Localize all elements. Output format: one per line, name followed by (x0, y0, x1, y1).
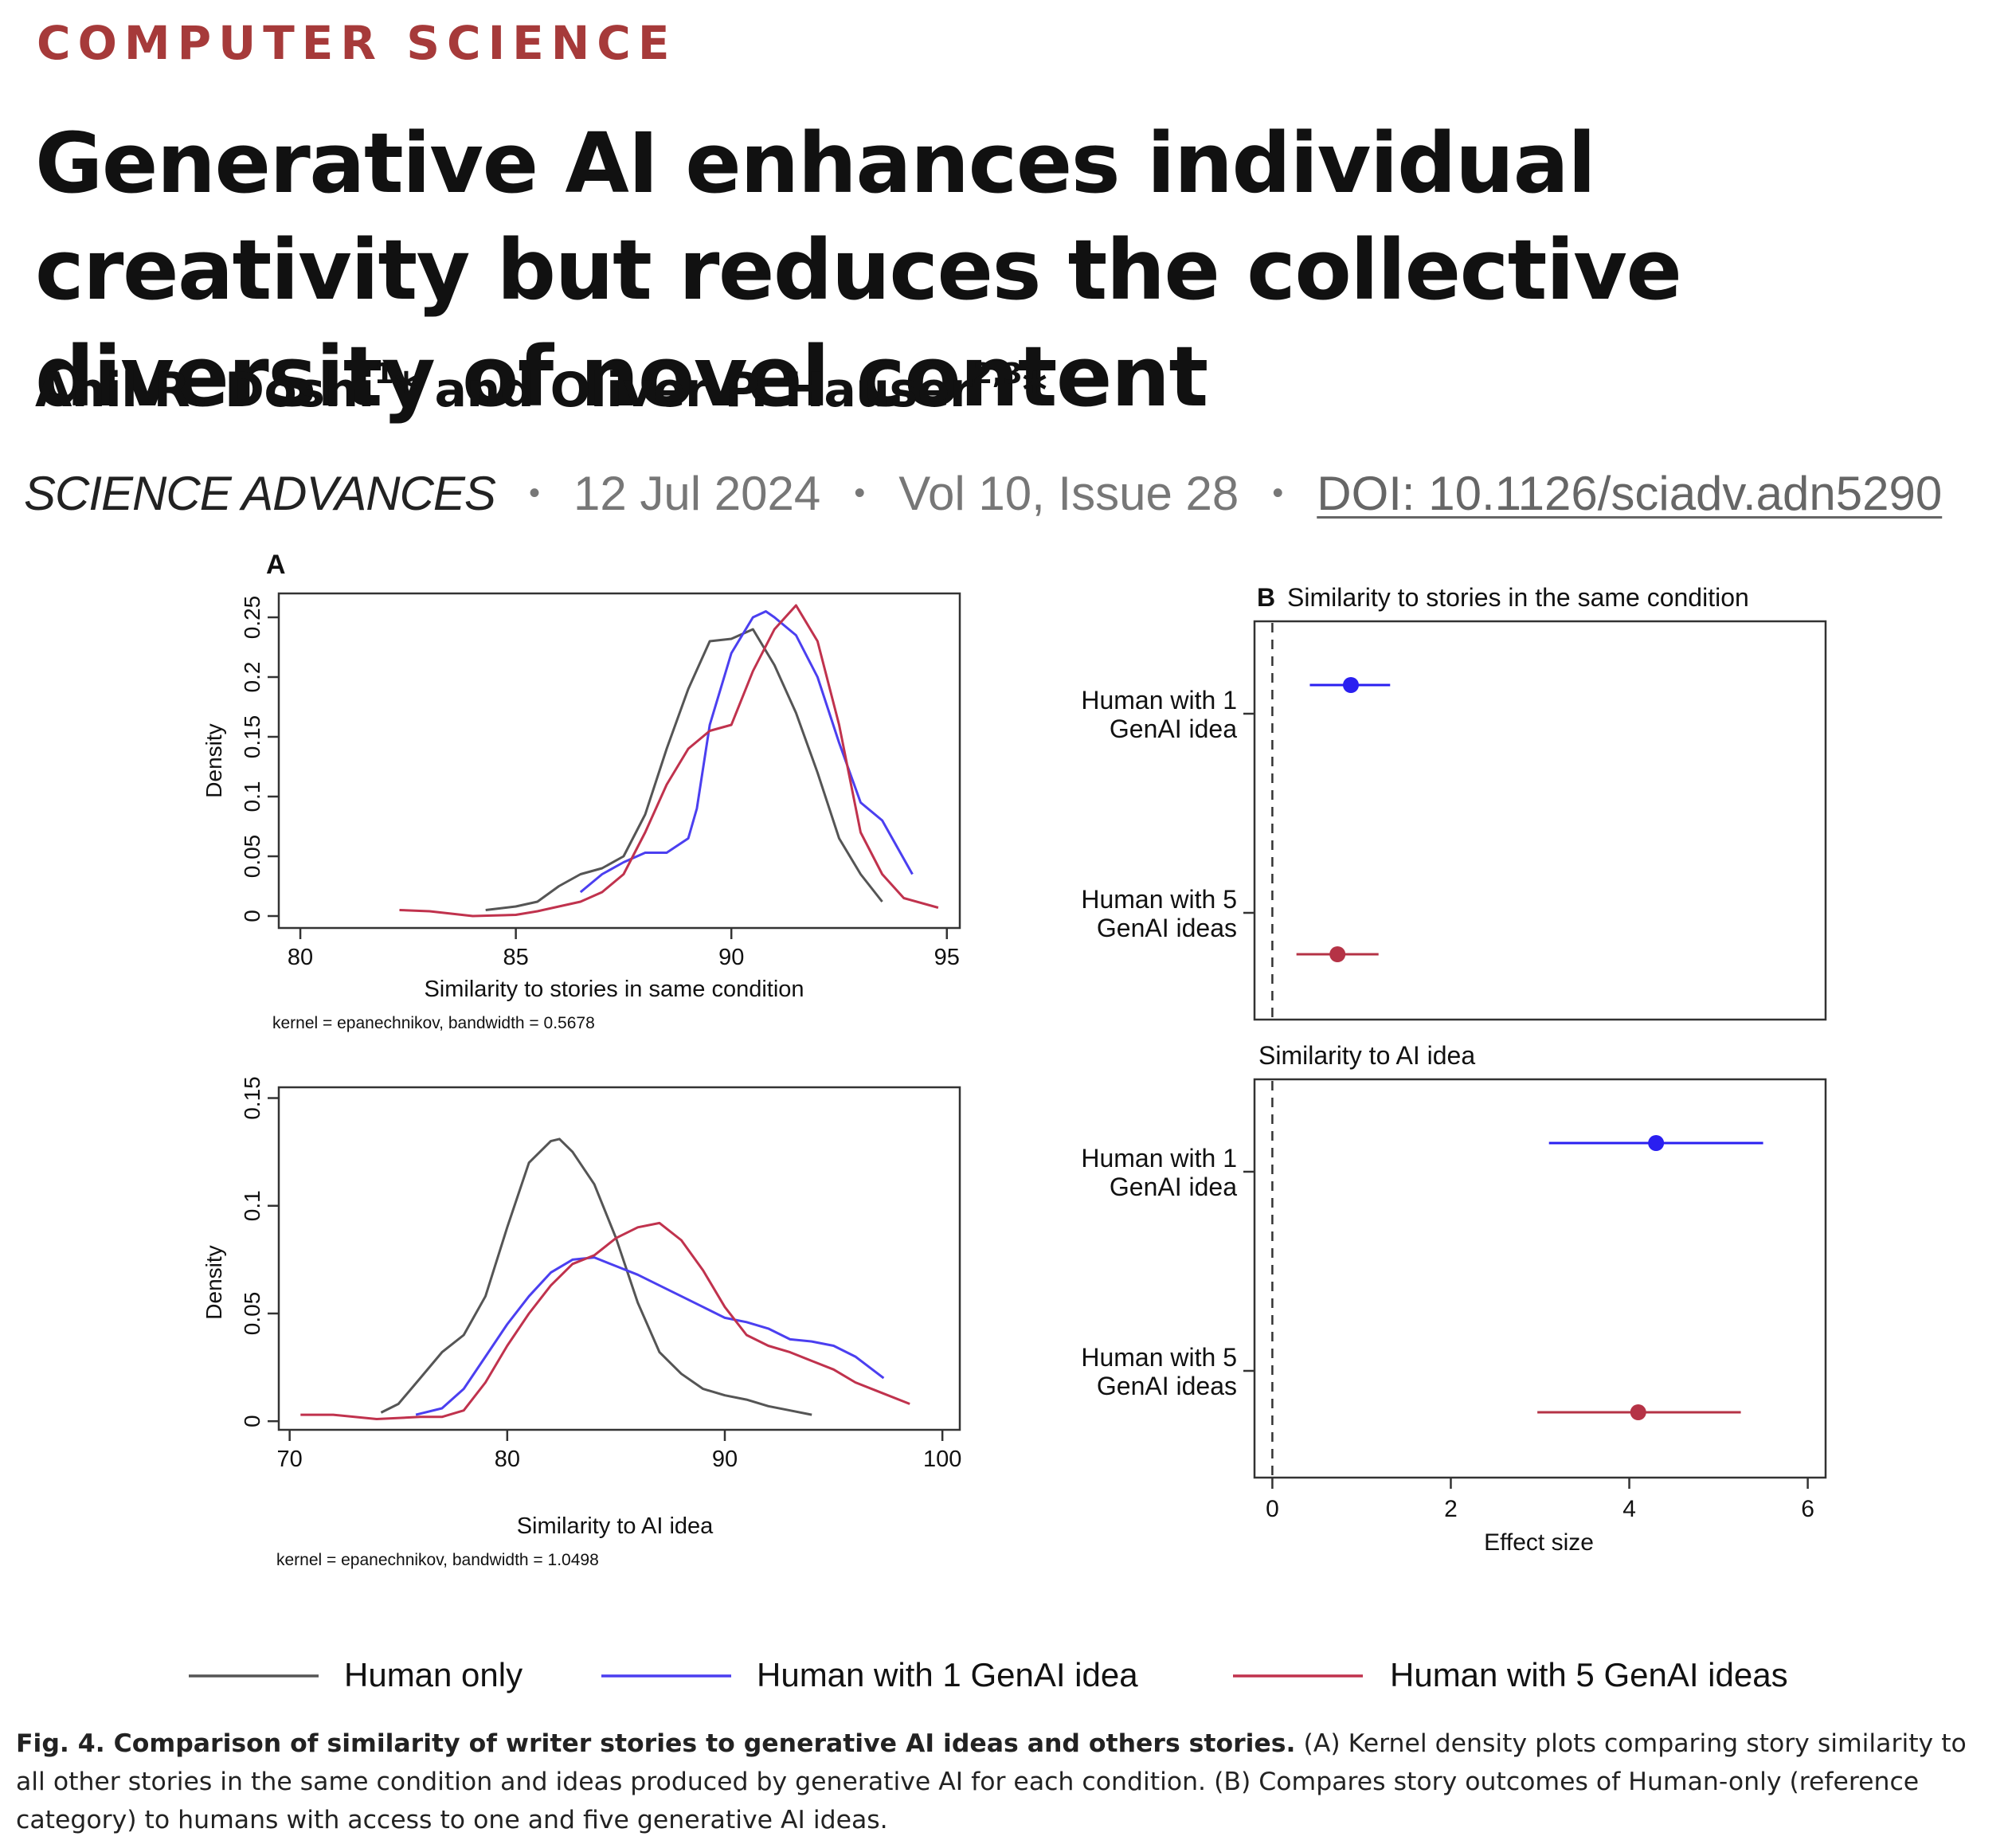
density-line-human-only (485, 628, 883, 911)
corresponding-marker: * (393, 362, 419, 418)
caption-body: (A) Kernel density plots comparing story… (16, 1729, 1967, 1834)
legend-label: Human only (344, 1656, 523, 1693)
y-tick-label: 0 (240, 910, 264, 922)
journal-name: SCIENCE ADVANCES (24, 467, 496, 520)
x-axis-label: Similarity to stories in same condition (424, 977, 804, 1002)
point-estimate (1342, 677, 1359, 693)
category-label: GenAI ideas (1097, 1372, 1237, 1400)
kernel-note: kernel = epanechnikov, bandwidth = 0.567… (272, 1014, 595, 1032)
y-axis-label: Density (202, 723, 226, 797)
axis-ticks: 70 80 90 100 0 0.05 0.1 0.15 (240, 1076, 961, 1472)
section-label: COMPUTER SCIENCE (37, 16, 677, 70)
panel-b-bottom: Similarity to AI idea Human with 1GenAI … (1081, 1041, 1827, 1556)
x-tick-label: 4 (1622, 1496, 1636, 1522)
y-tick-label: 0 (240, 1415, 264, 1427)
panel-b-bottom-title: Similarity to AI idea (1258, 1041, 1475, 1070)
legend-label: Human with 1 GenAI idea (757, 1656, 1138, 1693)
x-tick-label: 0 (1266, 1496, 1279, 1522)
point-estimate (1648, 1135, 1665, 1151)
density-line-human-with-1-genai-idea (415, 1256, 885, 1416)
legend: Human only Human with 1 GenAI idea Human… (189, 1656, 1788, 1693)
panel-a-bottom: 70 80 90 100 0 0.05 0.1 0.15 Density Similarity… (202, 1076, 961, 1569)
publication-date: 12 Jul 2024 (573, 467, 821, 520)
point-estimate (1630, 1404, 1646, 1420)
plot-frame (277, 1086, 961, 1431)
volume-issue: Vol 10, Issue 28 (898, 467, 1239, 520)
x-tick-label: 85 (503, 945, 528, 970)
category-label: Human with 1 (1081, 1144, 1237, 1173)
author-name[interactable]: Oliver P. Hauser (550, 362, 973, 418)
x-axis-label: Effect size (1484, 1529, 1594, 1556)
y-tick-label: 0.05 (240, 835, 264, 879)
x-tick-label: 95 (934, 945, 960, 970)
point-estimate (1329, 946, 1346, 962)
doi-link[interactable]: DOI: 10.1126/sciadv.adn5290 (1317, 467, 1943, 520)
figure-4: A 80 85 90 95 0 0.05 0.1 0.15 0.2 0.25 Density Si… (189, 550, 1827, 1693)
plot-frame (277, 592, 961, 930)
author-name[interactable]: Anil R. Doshi (35, 362, 374, 418)
category-label: GenAI idea (1110, 715, 1237, 743)
category-label: Human with 1 (1081, 686, 1237, 715)
affiliation-marker: 1 (374, 358, 394, 390)
density-line-human-with-5-genai-ideas (399, 604, 939, 918)
author-conjunction: and (418, 362, 550, 418)
legend-label: Human with 5 GenAI ideas (1390, 1656, 1788, 1693)
y-tick-label: 0.1 (240, 781, 264, 812)
panel-b-top-title: Similarity to stories in the same condit… (1287, 583, 1749, 612)
x-tick-label: 90 (712, 1447, 738, 1472)
category-label: GenAI ideas (1097, 914, 1237, 942)
density-lines (300, 1137, 910, 1420)
y-tick-label: 0.2 (240, 662, 264, 693)
panel-b-top: B Similarity to stories in the same cond… (1081, 583, 1827, 1021)
density-lines (399, 604, 939, 918)
panel-a-label: A (266, 550, 286, 580)
x-tick-label: 90 (718, 945, 744, 970)
kernel-note: kernel = epanechnikov, bandwidth = 1.049… (276, 1551, 599, 1569)
panel-a-top: A 80 85 90 95 0 0.05 0.1 0.15 0.2 0.25 Density Si… (202, 550, 961, 1032)
separator-dot: • (1272, 476, 1284, 511)
category-label: Human with 5 (1081, 1343, 1237, 1372)
y-tick-label: 0.15 (240, 715, 264, 759)
figure-caption: Fig. 4. Comparison of similarity of writ… (16, 1725, 1999, 1839)
x-tick-label: 2 (1444, 1496, 1458, 1522)
y-axis-label: Density (202, 1245, 226, 1319)
density-line-human-with-5-genai-ideas (300, 1221, 910, 1420)
plot-frame (1253, 1078, 1827, 1479)
corresponding-marker: * (1022, 362, 1047, 418)
x-tick-label: 70 (277, 1447, 303, 1472)
separator-dot: • (528, 476, 540, 511)
plot-frame (1253, 620, 1827, 1021)
y-tick-label: 0.1 (240, 1190, 264, 1221)
x-tick-label: 6 (1801, 1496, 1814, 1522)
x-axis-label: Similarity to AI idea (517, 1513, 714, 1539)
caption-lead: Fig. 4. Comparison of similarity of writ… (16, 1729, 1296, 1758)
density-line-human-with-1-genai-idea (579, 610, 914, 894)
category-label: Human with 5 (1081, 885, 1237, 914)
article-title: Generative AI enhances individual creati… (35, 115, 1682, 425)
publication-info: SCIENCE ADVANCES • 12 Jul 2024 • Vol 10, Iss… (24, 466, 1942, 521)
author-line: Anil R. Doshi1* and Oliver P. Hauser2,3* (35, 358, 1047, 418)
x-tick-label: 80 (495, 1447, 520, 1472)
y-tick-label: 0.15 (240, 1076, 264, 1120)
x-tick-label: 80 (288, 945, 313, 970)
y-tick-label: 0.05 (240, 1292, 264, 1336)
x-tick-label: 100 (923, 1447, 961, 1472)
affiliation-marker: 2,3 (973, 358, 1023, 390)
category-label: GenAI idea (1110, 1173, 1237, 1201)
panel-b-label: B (1257, 583, 1275, 612)
density-line-human-only (380, 1137, 812, 1416)
y-tick-label: 0.25 (240, 596, 264, 640)
separator-dot: • (854, 476, 866, 511)
axis-ticks: 80 85 90 95 0 0.05 0.1 0.15 0.2 0.25 (240, 596, 960, 970)
